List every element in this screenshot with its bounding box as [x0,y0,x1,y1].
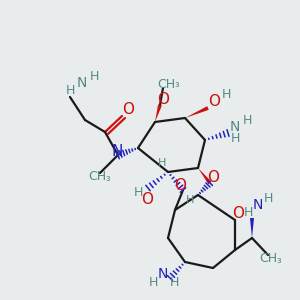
Text: O: O [208,94,220,109]
Text: H: H [133,187,143,200]
Text: O: O [174,178,186,194]
Text: H: H [186,195,194,205]
Text: N: N [253,198,263,212]
Text: H: H [221,88,231,100]
Text: N: N [230,120,240,134]
Text: O: O [141,191,153,206]
Polygon shape [185,106,209,118]
Text: H: H [89,70,99,83]
Text: H: H [230,133,240,146]
Text: H: H [263,191,273,205]
Polygon shape [198,168,211,184]
Text: H: H [169,277,179,290]
Text: CH: CH [157,77,175,91]
Text: O: O [122,103,134,118]
Text: N: N [111,145,123,160]
Text: H: H [65,83,75,97]
Text: H: H [148,277,158,290]
Text: O: O [207,170,219,185]
Text: ₃: ₃ [277,255,281,265]
Polygon shape [155,104,162,122]
Text: H: H [242,113,252,127]
Text: O: O [232,206,244,220]
Text: CH: CH [88,169,106,182]
Text: N: N [158,267,168,281]
Polygon shape [250,218,254,238]
Text: O: O [157,92,169,107]
Text: ₃: ₃ [175,79,179,89]
Text: H: H [158,158,166,168]
Text: ₃: ₃ [106,173,110,183]
Text: CH: CH [259,251,277,265]
Text: H: H [243,206,253,218]
Text: N: N [77,76,87,90]
